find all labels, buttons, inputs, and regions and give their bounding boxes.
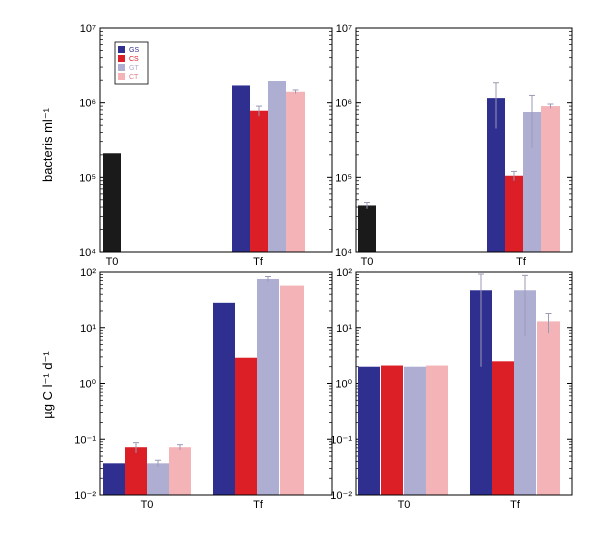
bar-cs-t0 [381, 365, 403, 495]
bar-gs-t0 [103, 463, 125, 495]
x-tick-label: T0 [398, 499, 411, 511]
plot-frame [355, 271, 573, 496]
panel-top-left: 10⁴ 10⁵ 10⁶ 10⁷ T0 Tf [79, 23, 333, 268]
bar-ct-tf [537, 321, 560, 495]
panel-bottom-right: 10⁻² 10⁻¹ 10⁰ 10¹ 10² T0 Tf [330, 267, 573, 511]
bar-gs-tf [213, 302, 235, 495]
bar-gs-tf [487, 98, 505, 253]
bar-gt-t0 [147, 463, 169, 495]
x-tick-label: Tf [253, 256, 264, 268]
y-tick-label: 10⁷ [80, 23, 96, 35]
y-tick-label: 10⁻² [330, 490, 352, 502]
bar-t0-t0 [358, 205, 376, 252]
y-tick-label: 10⁶ [335, 98, 352, 110]
plot-frame [99, 27, 333, 253]
panels: 10⁴ 10⁵ 10⁶ 10⁷ T0 Tf 10⁴ 10⁵ 10⁶ 10⁷ T0 Tf 10⁻² 10⁻¹… [74, 23, 573, 511]
y-tick-label: 10⁵ [335, 172, 352, 184]
y-tick-label: 10⁴ [335, 247, 352, 259]
y-tick-label: 10⁻¹ [330, 434, 352, 446]
legend-label-ct: CT [129, 74, 139, 81]
y-tick-label: 10¹ [80, 323, 96, 335]
x-tick-label: T0 [361, 256, 374, 268]
bar-gs-tf [470, 290, 492, 495]
bar-gs-tf [232, 85, 250, 253]
panel-bottom-left: 10⁻² 10⁻¹ 10⁰ 10¹ 10² T0 Tf [74, 267, 333, 511]
bar-gt-tf [523, 111, 541, 252]
bar-t0-t0 [103, 153, 121, 252]
bar-ct-tf [280, 285, 304, 495]
legend-label-gs: GS [129, 47, 139, 54]
y-tick-label: 10⁶ [79, 98, 96, 110]
bar-ct-t0 [426, 365, 448, 495]
bar-gt-t0 [404, 366, 426, 495]
bar-ct-t0 [169, 447, 191, 495]
bar-gt-tf [268, 81, 286, 253]
y-tick-label: 10⁰ [335, 379, 352, 391]
x-tick-label: T0 [106, 256, 119, 268]
y-tick-label: 10⁵ [79, 172, 96, 184]
legend: GS CS GT CT [114, 41, 149, 85]
bar-ct-tf [286, 91, 305, 253]
legend-swatch-gs [118, 46, 125, 53]
bar-cs-tf [250, 110, 268, 252]
y-tick-label: 10² [80, 267, 96, 279]
y-tick-label: 10⁻² [74, 490, 96, 502]
x-tick-label: T0 [141, 499, 154, 511]
bar-ct-tf [541, 106, 560, 253]
bar-gt-tf [257, 278, 279, 495]
y-tick-label: 10⁷ [336, 23, 352, 35]
plot-frame [99, 271, 333, 496]
legend-label-cs: CS [129, 56, 139, 63]
x-tick-label: Tf [253, 499, 264, 511]
legend-swatch-gt [118, 64, 125, 71]
bar-cs-t0 [125, 447, 147, 495]
plot-frame [355, 27, 573, 253]
legend-swatch-ct [118, 73, 125, 80]
x-tick-label: Tf [510, 499, 521, 511]
y-tick-label: 10⁴ [79, 247, 96, 259]
bar-cs-tf [505, 175, 523, 252]
legend-label-gt: GT [129, 65, 139, 72]
y-tick-label: 10⁰ [79, 379, 96, 391]
y-tick-label: 10⁻¹ [74, 434, 96, 446]
x-tick-label: Tf [516, 256, 527, 268]
y-tick-label: 10² [336, 267, 352, 279]
panel-top-right: 10⁴ 10⁵ 10⁶ 10⁷ T0 Tf [335, 23, 573, 268]
y-axis-label-bottom: µg C l⁻¹ d⁻¹ [40, 351, 55, 419]
y-axis-label-top: bacteris ml⁻¹ [40, 107, 55, 182]
y-tick-label: 10¹ [336, 323, 352, 335]
legend-swatch-cs [118, 55, 125, 62]
bar-cs-tf [235, 357, 257, 495]
bar-gs-t0 [358, 366, 380, 495]
bar-cs-tf [492, 361, 514, 495]
bar-gt-tf [514, 290, 536, 495]
